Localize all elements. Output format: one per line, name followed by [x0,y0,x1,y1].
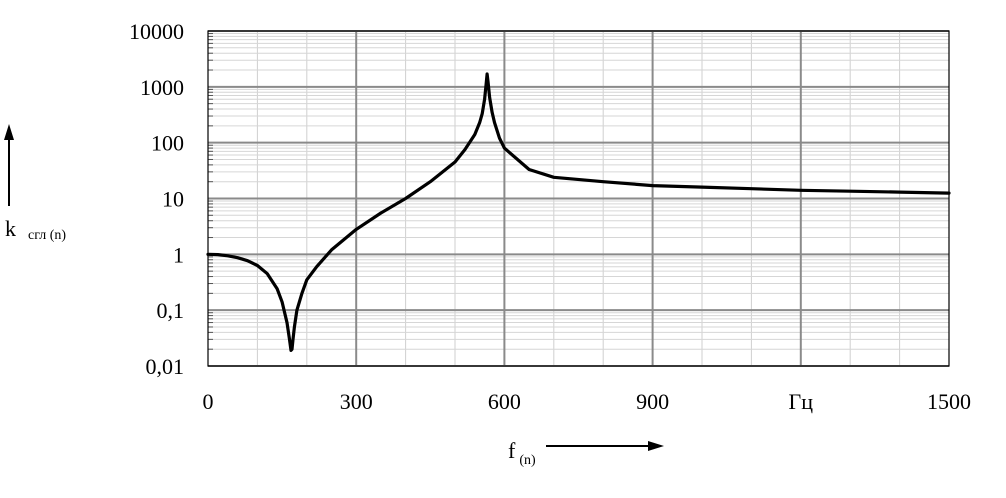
x-tick-label: 300 [340,389,373,414]
x-axis-label-main: f [508,438,516,463]
y-tick-label: 10000 [129,19,184,44]
y-tick-label: 10 [162,187,184,212]
x-tick-label: Гц [789,389,814,414]
y-tick-label: 100 [151,131,184,156]
y-axis-label-sub: сгл (n) [28,228,66,243]
x-axis-arrow-head [648,441,664,451]
x-axis-label-sub: (n) [519,453,536,468]
x-tick-label: 0 [203,389,214,414]
x-tick-labels: 0 300 600 900 Гц 1500 [203,389,972,414]
y-axis-label-main: k [5,216,16,241]
x-tick-label: 600 [488,389,521,414]
x-tick-label: 900 [636,389,669,414]
y-tick-label: 0,01 [146,354,185,379]
y-tick-label: 1 [173,242,184,267]
y-tick-label: 0,1 [157,298,185,323]
y-axis-label: k сгл (n) [5,216,66,243]
y-tick-labels: 0,01 0,1 1 10 100 1000 10000 [129,19,184,379]
plot-frame [207,30,950,367]
x-tick-label: 1500 [927,389,971,414]
series-line [206,72,951,352]
y-axis-arrow-head [4,124,14,140]
x-axis-label: f (n) [508,438,536,468]
y-tick-label: 1000 [140,75,184,100]
